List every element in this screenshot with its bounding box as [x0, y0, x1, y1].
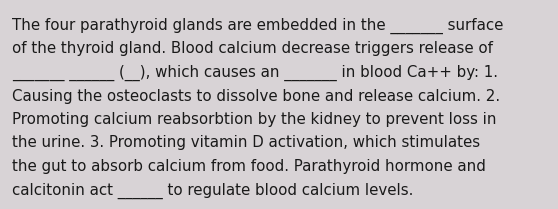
- Text: calcitonin act ______ to regulate blood calcium levels.: calcitonin act ______ to regulate blood …: [12, 182, 413, 199]
- Text: the urine. 3. Promoting vitamin D activation, which stimulates: the urine. 3. Promoting vitamin D activa…: [12, 135, 480, 150]
- Text: of the thyroid gland. Blood calcium decrease triggers release of: of the thyroid gland. Blood calcium decr…: [12, 42, 493, 56]
- Text: Promoting calcium reabsorbtion by the kidney to prevent loss in: Promoting calcium reabsorbtion by the ki…: [12, 112, 497, 127]
- Text: The four parathyroid glands are embedded in the _______ surface: The four parathyroid glands are embedded…: [12, 18, 503, 34]
- Text: Causing the osteoclasts to dissolve bone and release calcium. 2.: Causing the osteoclasts to dissolve bone…: [12, 88, 500, 103]
- Text: the gut to absorb calcium from food. Parathyroid hormone and: the gut to absorb calcium from food. Par…: [12, 159, 486, 174]
- Text: _______ ______ (__), which causes an _______ in blood Ca++ by: 1.: _______ ______ (__), which causes an ___…: [12, 65, 498, 81]
